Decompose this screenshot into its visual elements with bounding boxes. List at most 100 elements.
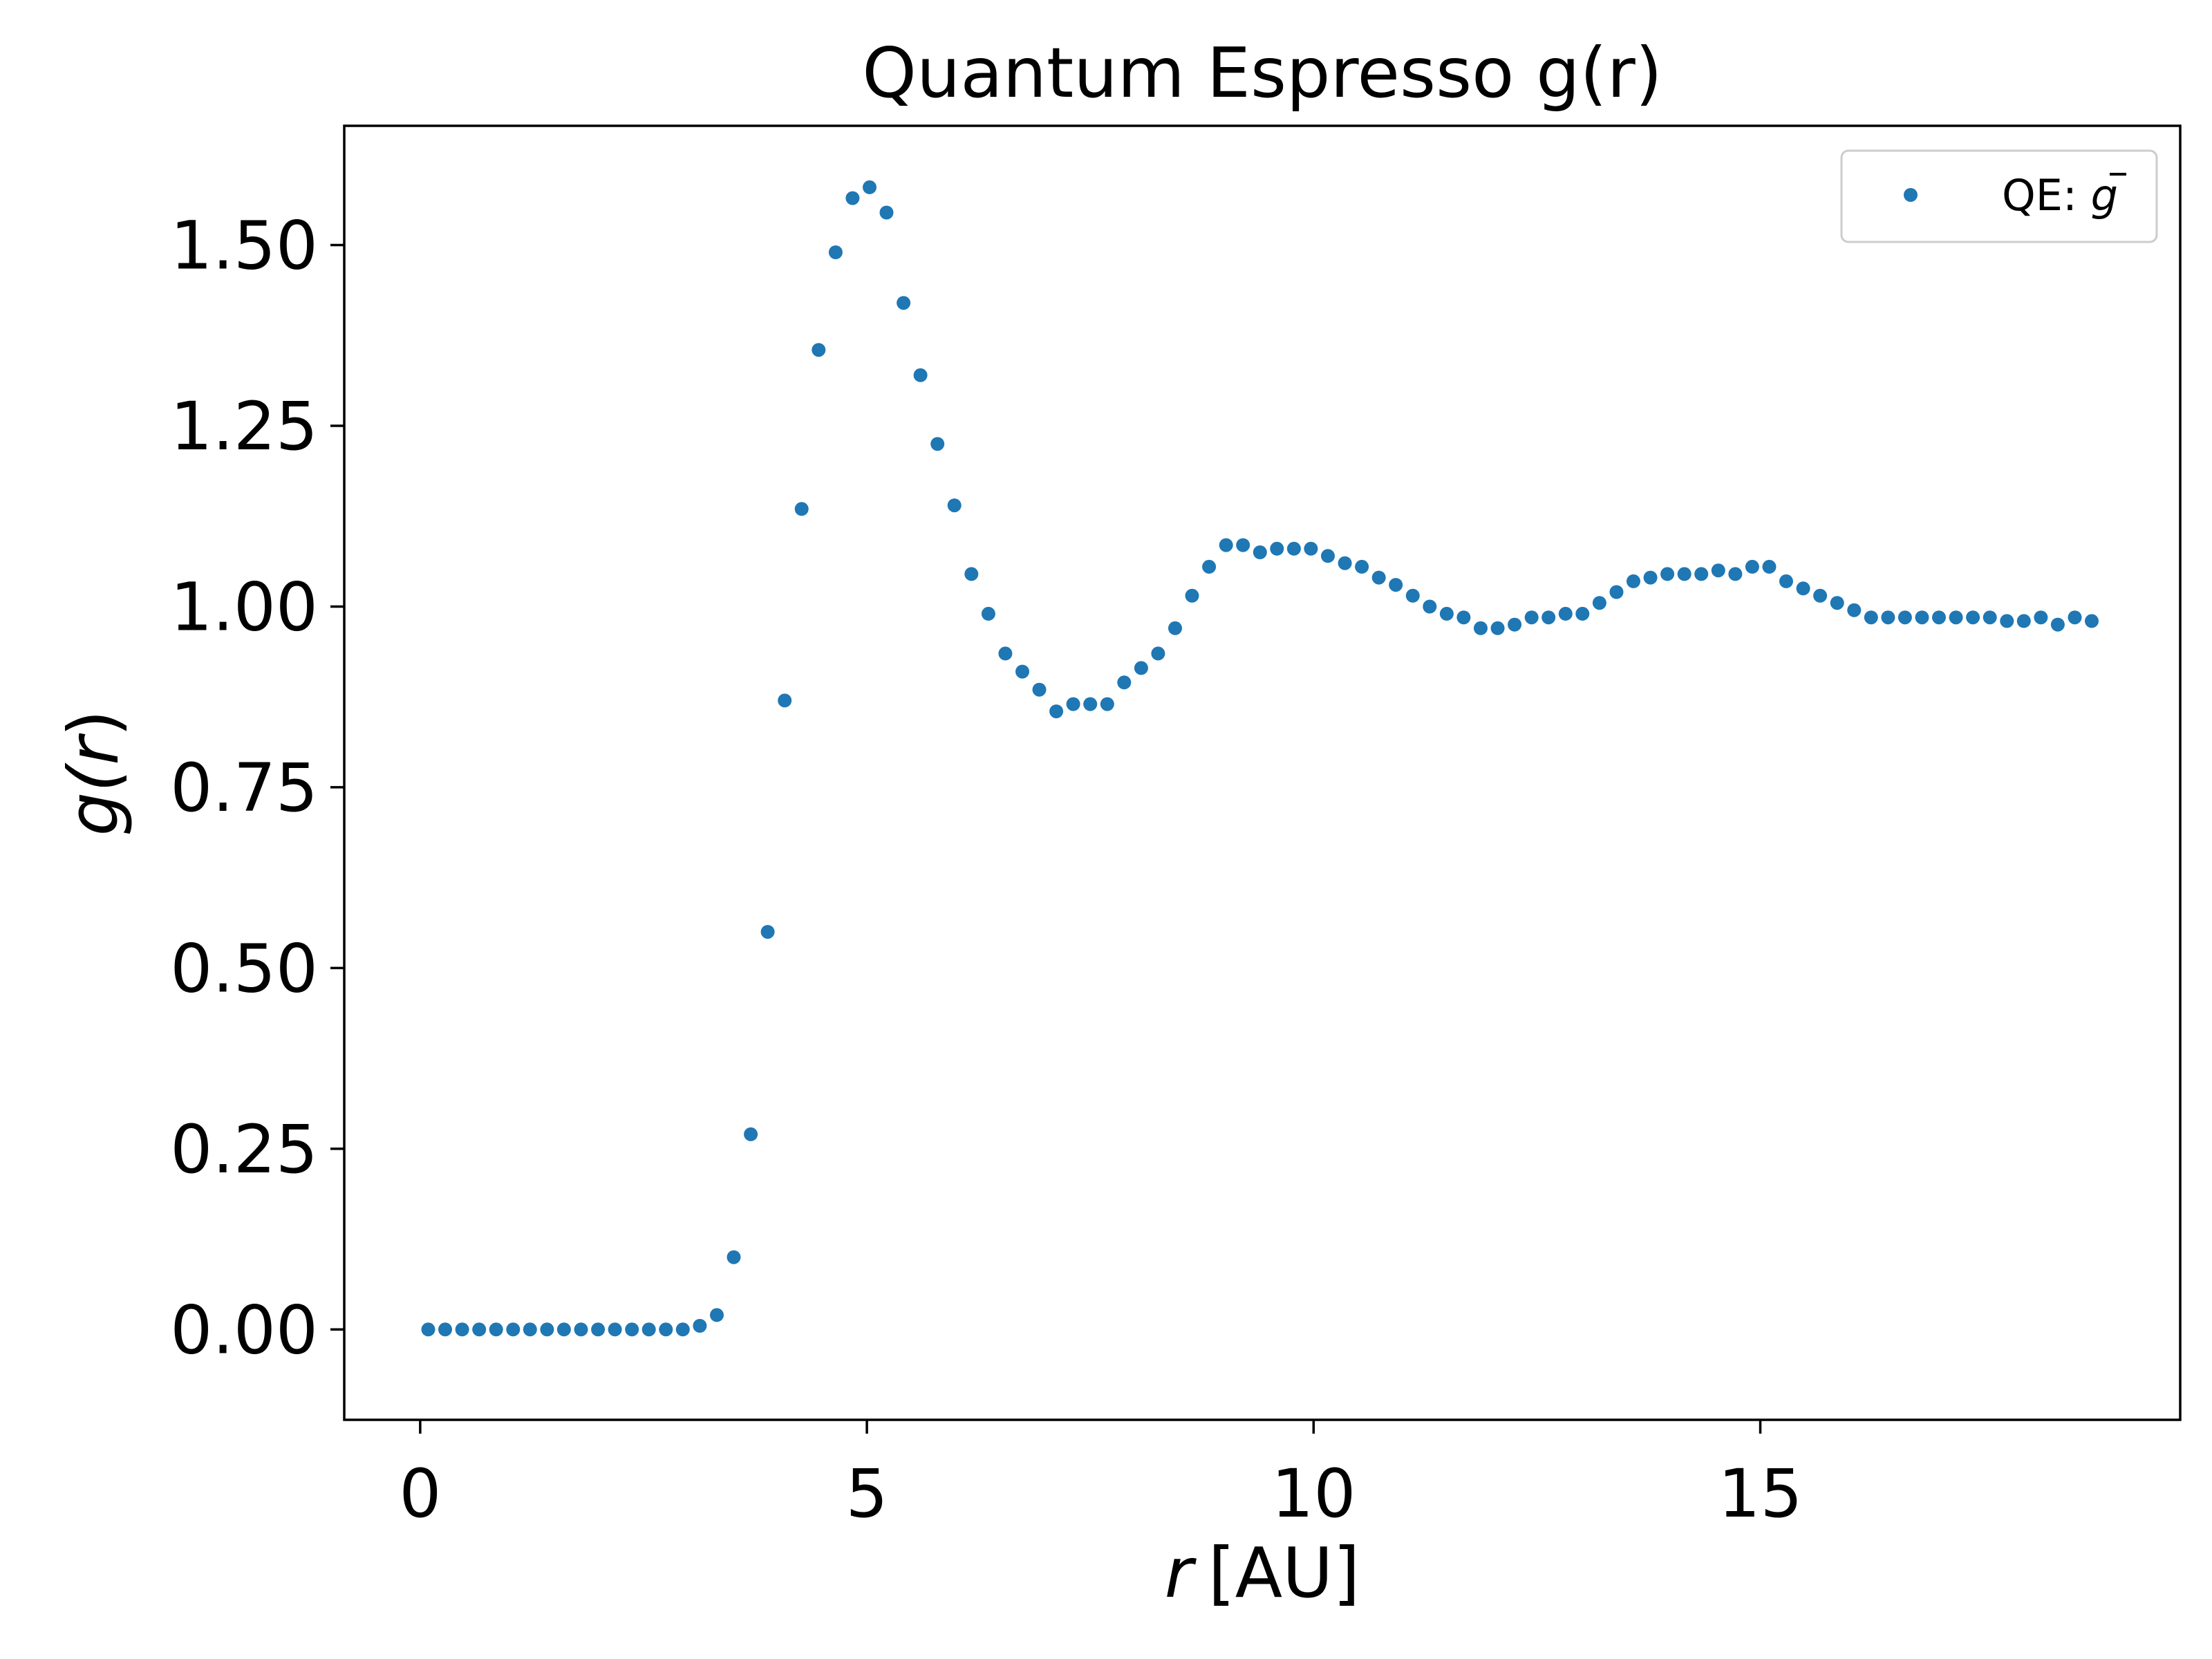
- data-point: [1490, 621, 1505, 635]
- data-point: [1932, 610, 1946, 625]
- x-axis-label: r [AU]: [1165, 1533, 1360, 1613]
- data-point: [1151, 646, 1165, 661]
- y-tick-label: 1.25: [170, 388, 318, 465]
- y-tick-label: 1.50: [170, 207, 318, 285]
- data-point: [1083, 697, 1098, 711]
- data-point: [1728, 567, 1743, 581]
- legend-box: [1840, 149, 2158, 243]
- x-tick-label: 0: [399, 1455, 441, 1533]
- data-point: [1100, 697, 1114, 711]
- x-axis-ticks: 0 5 10 15: [399, 1420, 1803, 1533]
- data-point: [1304, 541, 1318, 556]
- y-tick-label: 0.00: [170, 1291, 318, 1369]
- y-tick-label: 0.50: [170, 930, 318, 1007]
- data-point: [1423, 599, 1437, 614]
- data-point: [1762, 559, 1777, 574]
- data-point: [812, 343, 826, 357]
- data-point: [1338, 556, 1352, 570]
- data-point: [1643, 570, 1658, 585]
- data-point: [2068, 610, 2082, 625]
- data-point: [1558, 606, 1573, 621]
- data-point: [421, 1322, 435, 1337]
- data-point: [744, 1127, 758, 1141]
- data-point: [1864, 610, 1878, 625]
- data-point: [897, 296, 911, 310]
- data-point: [1627, 574, 1640, 588]
- data-point: [1609, 585, 1624, 599]
- data-point: [1134, 661, 1148, 675]
- data-point: [1117, 675, 1132, 690]
- legend-label-text: QE:: [2002, 170, 2091, 221]
- data-point: [828, 245, 843, 259]
- data-point: [794, 502, 809, 516]
- data-point: [574, 1322, 588, 1337]
- data-point: [472, 1322, 487, 1337]
- data-point: [1949, 610, 1963, 625]
- data-point: [1508, 617, 1522, 632]
- x-tick-label: 15: [1718, 1455, 1802, 1533]
- x-tick-label: 5: [846, 1455, 888, 1533]
- data-point: [523, 1322, 537, 1337]
- data-point: [1270, 541, 1284, 556]
- x-axis-label-var: r: [1165, 1533, 1197, 1613]
- data-point: [659, 1322, 673, 1337]
- data-point: [1524, 610, 1539, 625]
- data-point: [489, 1322, 503, 1337]
- data-point: [879, 205, 894, 220]
- data-point: [641, 1322, 656, 1337]
- data-point: [727, 1250, 741, 1264]
- data-point: [1694, 567, 1709, 581]
- data-point: [1032, 682, 1047, 697]
- data-point: [778, 693, 792, 708]
- data-point: [1168, 621, 1182, 635]
- data-point: [1847, 603, 1862, 617]
- data-point: [964, 567, 979, 581]
- legend: QE: g: [1840, 149, 2158, 243]
- y-axis-label-var: r: [53, 733, 134, 765]
- data-point: [1541, 610, 1556, 625]
- data-point: [1966, 610, 1980, 625]
- data-point: [1015, 664, 1029, 679]
- data-point: [1049, 704, 1064, 719]
- data-point: [2000, 614, 2014, 628]
- data-point: [625, 1322, 639, 1337]
- data-point: [947, 498, 962, 513]
- data-point: [1202, 559, 1217, 574]
- data-point: [1219, 538, 1233, 552]
- data-point: [913, 368, 928, 382]
- data-point: [1575, 606, 1590, 621]
- data-point: [1677, 567, 1691, 581]
- data-point: [506, 1322, 521, 1337]
- data-point: [1474, 621, 1488, 635]
- data-point: [1660, 567, 1675, 581]
- data-point: [2034, 610, 2048, 625]
- data-point: [1066, 697, 1080, 711]
- data-point: [710, 1308, 724, 1322]
- data-points: [421, 180, 2099, 1337]
- data-point: [1371, 570, 1386, 585]
- data-point: [1355, 559, 1369, 574]
- x-tick-label: 10: [1271, 1455, 1356, 1533]
- data-point: [1813, 588, 1828, 603]
- data-point: [1185, 588, 1199, 603]
- data-point: [1881, 610, 1895, 625]
- data-point: [1236, 538, 1250, 552]
- plot-frame: [343, 124, 2182, 1421]
- y-axis-ticks: 0.00 0.25 0.50 0.75 1.00 1.25 1.50: [170, 207, 344, 1369]
- data-point: [1389, 578, 1403, 592]
- data-point: [845, 191, 860, 205]
- legend-label-math: g: [2091, 170, 2118, 221]
- data-point: [2085, 614, 2099, 628]
- data-point: [2050, 617, 2065, 632]
- data-point: [760, 925, 775, 939]
- y-tick-label: 0.75: [170, 749, 318, 827]
- data-point: [1711, 563, 1725, 578]
- data-point: [2016, 614, 2031, 628]
- y-axis-label-close: ): [53, 710, 134, 737]
- chart-title: Quantum Espresso g(r): [862, 32, 1662, 113]
- data-point: [608, 1322, 622, 1337]
- data-point: [930, 437, 945, 451]
- y-tick-label: 1.00: [170, 568, 318, 646]
- x-axis-label-unit: [AU]: [1208, 1533, 1360, 1613]
- data-point: [1405, 588, 1420, 603]
